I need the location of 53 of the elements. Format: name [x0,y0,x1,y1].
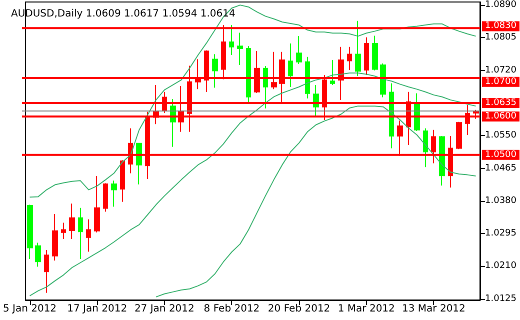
ref-line-label: 1.0600 [485,111,517,122]
y-tick-label: 1.0295 [485,228,516,239]
line-series [29,72,476,296]
candlestick [120,160,125,202]
candlestick [305,56,310,99]
x-tick-label: 13 Mar 2012 [402,304,466,314]
x-tick-label: 27 Jan 2012 [134,304,194,314]
y-tick-label: 1.0720 [485,65,517,76]
candlestick [288,42,293,88]
candlestick [330,59,335,86]
y-tick-label: 1.0465 [485,163,516,174]
candlestick [355,20,361,77]
candlestick [423,128,428,168]
candlestick [246,46,251,104]
candlestick [237,32,243,66]
candlestick [229,24,234,56]
ref-line-label: 1.0830 [485,21,517,32]
candlestick [439,136,445,186]
y-tick-label: 1.0890 [485,0,517,10]
candlestick [35,242,41,268]
y-tick-label: 1.0125 [485,294,516,304]
ref-line-label: 1.0500 [485,150,517,160]
candlestick [94,175,100,233]
candlestick [347,46,352,70]
candlestick [212,54,218,88]
candlestick [111,180,117,208]
candlestick [263,66,268,109]
x-tick-label: 1 Mar 2012 [338,304,395,314]
y-tick-label: 1.0380 [485,196,517,206]
candlestick [78,207,83,260]
candlestick [86,218,91,252]
ref-line-label: 1.0635 [485,98,516,108]
candlestick [52,213,58,261]
candlestick [103,182,108,212]
candlestick [69,203,75,240]
candlestick [372,35,378,71]
x-tick-label: 20 Feb 2012 [268,304,330,314]
candlestick [456,121,462,150]
candlestick [27,204,33,260]
candlestick [380,62,386,98]
y-tick-label: 1.0805 [485,32,516,43]
candlestick [44,250,49,294]
y-tick-label: 1.0210 [485,261,517,272]
candlestick [136,142,142,185]
line-series [155,106,476,298]
ref-line-label: 1.0700 [485,76,517,87]
candlestick [364,36,369,76]
x-tick-label: 17 Jan 2012 [67,304,128,314]
x-tick-label: 5 Jan 2012 [2,304,57,314]
x-tick-label: 8 Feb 2012 [204,304,260,314]
candlestick [61,222,66,240]
y-tick-label: 1.0550 [485,130,517,141]
candlestick [296,36,302,64]
